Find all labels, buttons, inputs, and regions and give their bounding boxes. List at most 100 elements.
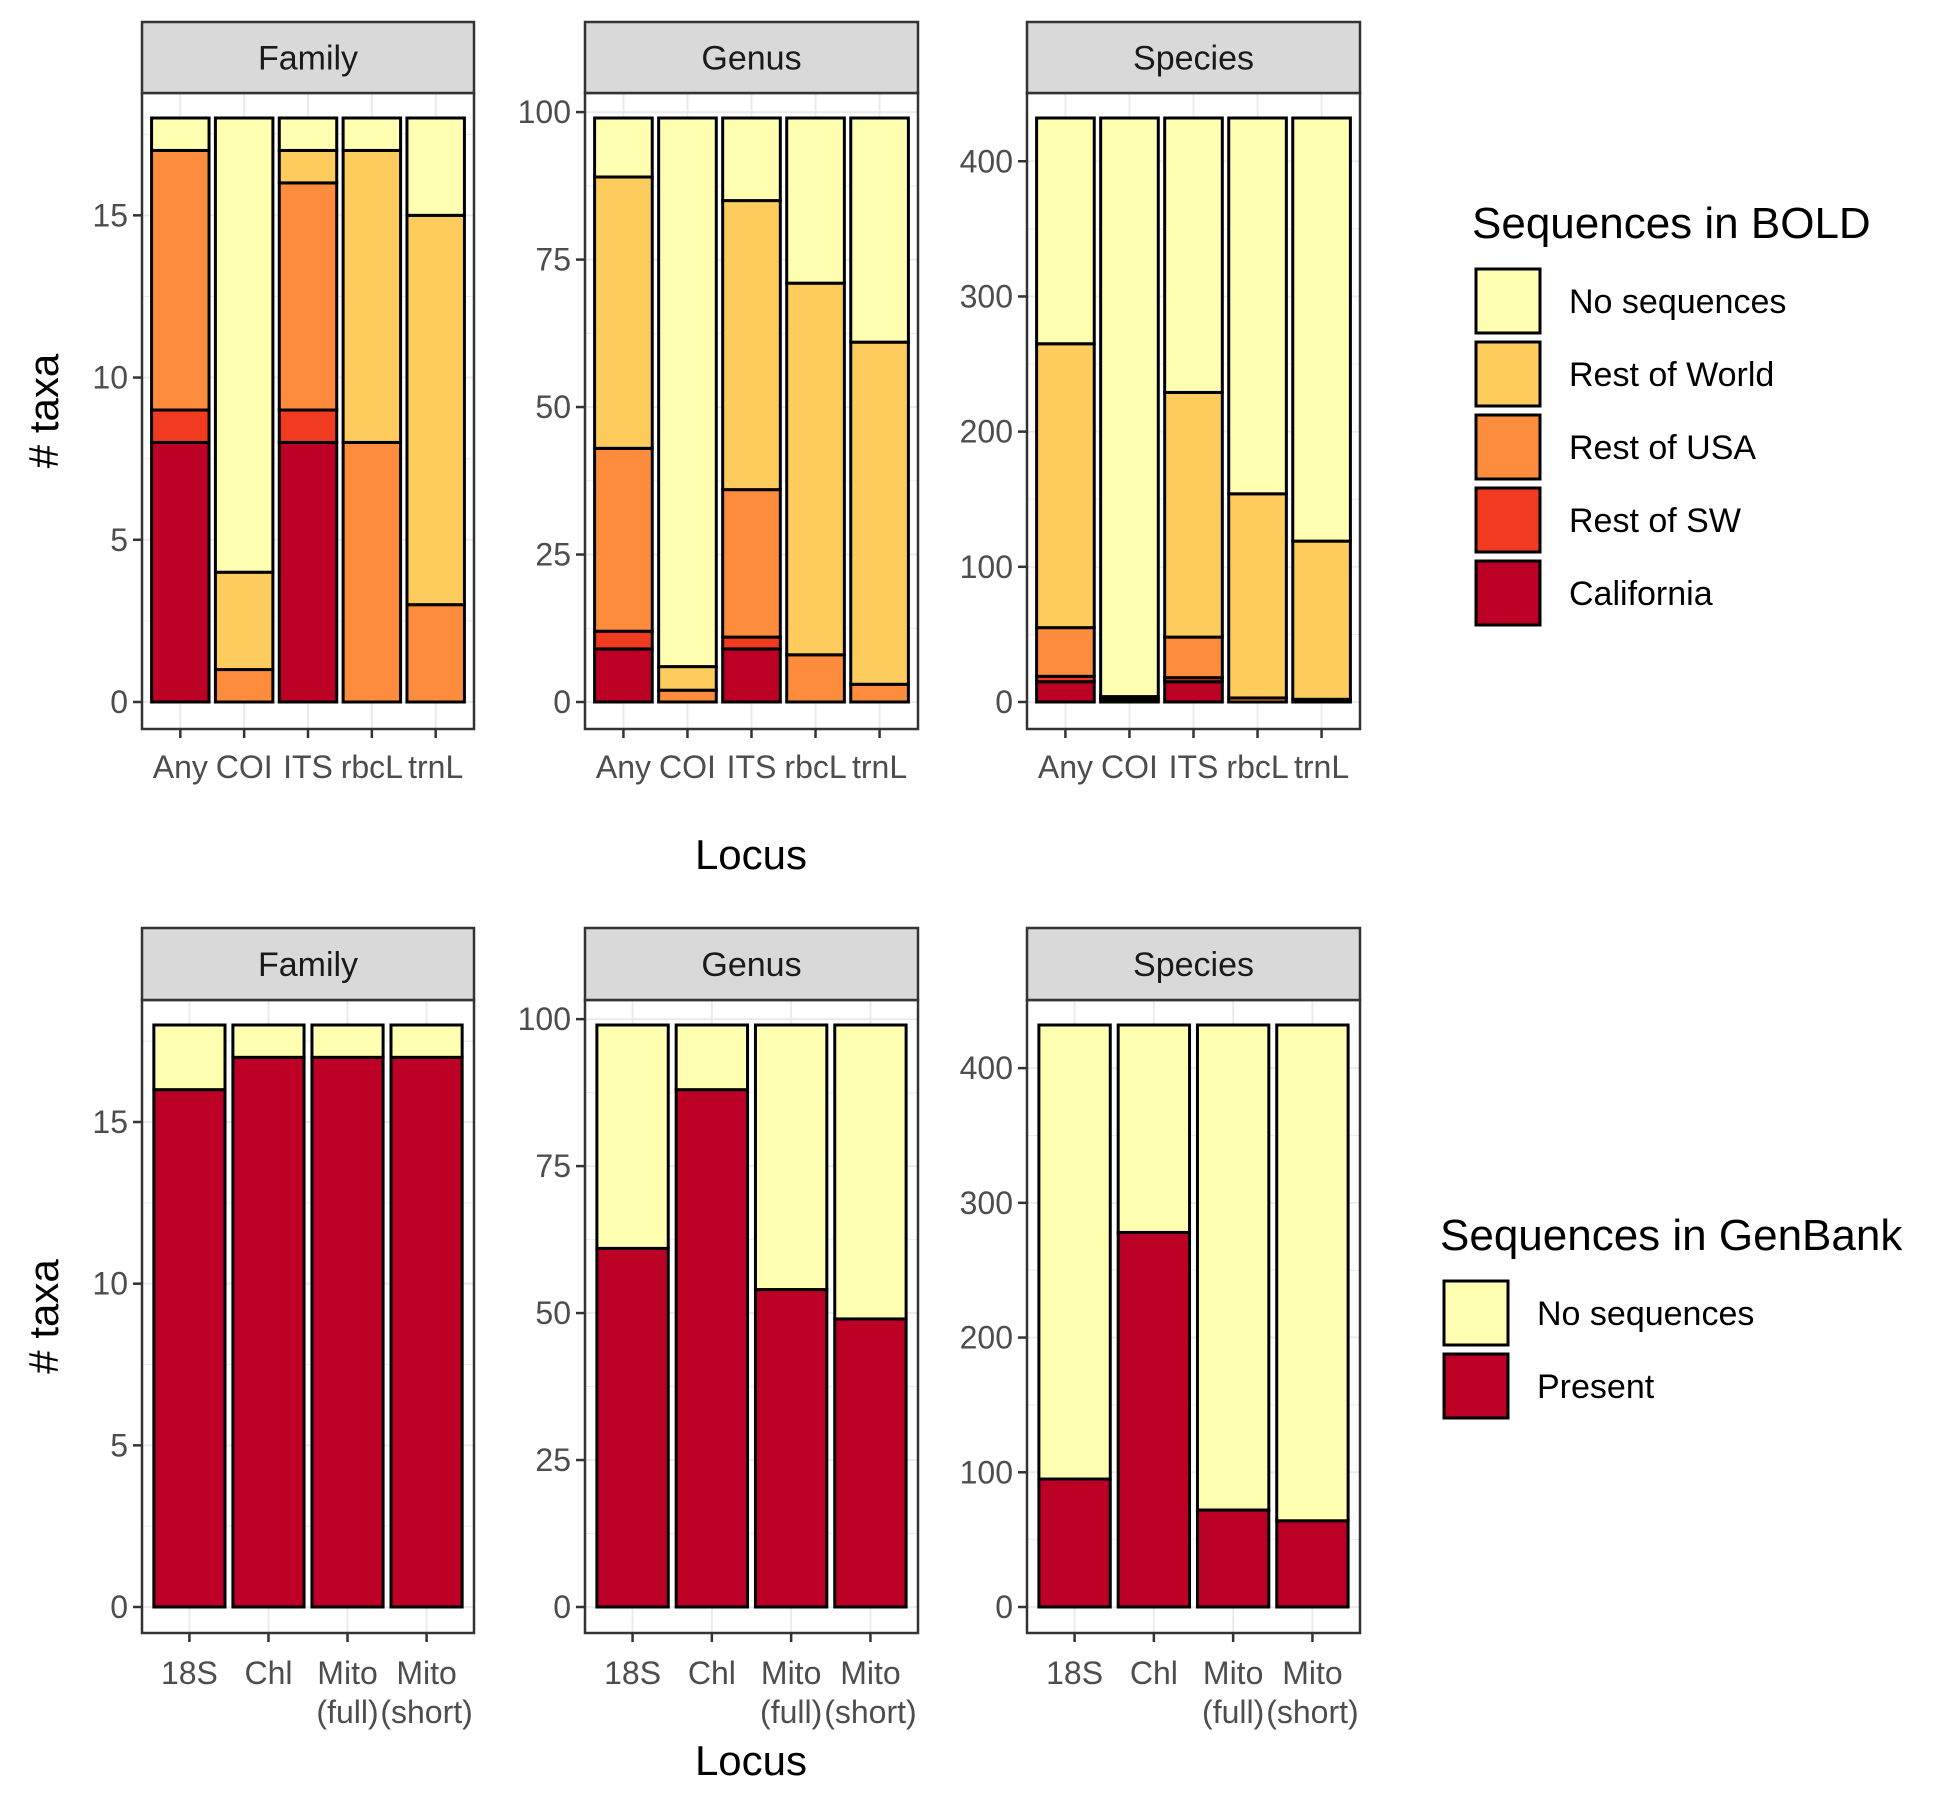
y-tick-label: 200 [960,1320,1013,1356]
bar-segment-no-sequences [833,1023,908,1321]
legend: Sequences in BOLD No sequences Rest of Wor… [1472,199,1871,627]
x-tick-label: 18S [1046,1655,1103,1691]
legend-key [1474,267,1542,335]
bar-segment-present [674,1088,750,1609]
bar-segment-present [753,1288,829,1609]
bar-segment-california [721,647,782,704]
y-tick-label: 0 [995,684,1013,720]
x-tick-label: Any [596,749,651,785]
x-tick-label-line: ITS [1169,749,1219,785]
bar-segment-present [1195,1508,1271,1609]
y-tick-label: 100 [960,549,1013,585]
x-tick-label-line: trnL [408,749,463,785]
bar-stack [849,116,910,704]
x-tick-label: Mito (full) [760,1655,822,1730]
bar-segment-no-sequences [1275,1023,1350,1523]
bar-segment-rest-of-world [657,665,718,692]
facet-label: Family [258,946,358,984]
bar-stack [405,116,466,704]
bar-stack [753,1023,829,1609]
bar-segment-rest-of-world [849,340,910,686]
facet-family: Family 0 5 10 15 Any COI ITS rbcL trnL [92,20,476,785]
legend-entry-rest-of-sw: Rest of SW [1474,486,1741,554]
bar-segment-rest-of-usa [213,668,275,704]
bar-segment-no-sequences [1195,1023,1271,1512]
bar-segment-rest-of-sw [721,635,782,651]
bar-segment-california [277,440,339,704]
x-axis-title: Locus [695,831,807,878]
x-tick-label-line: COI [1101,749,1158,785]
facet-species: Species 0 100 200 300 400 Any COI ITS rbcL trnL [960,20,1362,785]
bar-stack [1037,1023,1112,1609]
bar-segment-rest-of-sw [593,629,654,651]
bar-stack [593,116,654,704]
legend-entry-no-sequences: No sequences [1442,1279,1754,1347]
y-tick-label: 75 [535,242,571,278]
bar-segment-no-sequences [213,116,275,574]
legend-key [1442,1352,1510,1420]
bar-segment-no-sequences [785,116,846,285]
bar-stack [785,116,846,704]
x-tick-label: Chl [244,1655,292,1691]
facet-label: Genus [701,946,801,984]
x-tick-label: trnL [1294,749,1349,785]
bar-segment-no-sequences [1116,1023,1192,1234]
y-tick-label: 100 [960,1454,1013,1490]
x-tick-label: Any [1038,749,1093,785]
legend-title: Sequences in BOLD [1472,199,1871,248]
bar-segment-present [152,1088,227,1609]
bar-stack [152,1023,227,1609]
y-tick-label: 10 [92,1266,128,1302]
legend-label: Rest of World [1569,356,1774,394]
facet-label: Family [258,40,358,78]
bar-stack [1195,1023,1271,1609]
bar-segment-present [1037,1477,1112,1609]
x-tick-label: Chl [1130,1655,1178,1691]
x-tick-label-line: 18S [604,1655,661,1691]
x-tick-label: Any [153,749,208,785]
x-tick-label-line: rbcL [784,749,846,785]
x-tick-label-line: Mito [317,1655,377,1691]
x-tick-label: 18S [604,1655,661,1691]
bar-stack [150,116,211,704]
x-tick-label-line: Mito [1282,1655,1342,1691]
bar-stack [721,116,782,704]
legend-key [1474,413,1542,481]
x-tick-label-line: (short) [1266,1694,1358,1730]
legend-entry-rest-of-usa: Rest of USA [1474,413,1756,481]
y-tick-label: 5 [110,522,128,558]
bar-segment-present [389,1055,464,1609]
y-tick-label: 25 [535,537,571,573]
legend-label: No sequences [1569,283,1786,321]
y-tick-label: 0 [110,1589,128,1625]
facet-label: Genus [701,40,801,78]
bar-segment-rest-of-sw [150,408,211,444]
legend-entry-california: California [1474,559,1713,627]
x-tick-label: Mito (short) [1266,1655,1358,1730]
facet-strip [1025,926,1362,1002]
bar-segment-no-sequences [753,1023,829,1292]
x-tick-label: Mito (short) [380,1655,472,1730]
bar-segment-rest-of-world [213,570,275,672]
x-tick-label-line: ITS [727,749,777,785]
x-tick-label-line: Mito [761,1655,821,1691]
bar-segment-rest-of-usa [849,682,910,704]
x-tick-label-line: (short) [824,1694,916,1730]
bar-segment-no-sequences [1163,116,1224,394]
x-tick-label: Mito (full) [1202,1655,1264,1730]
legend-entry-present: Present [1442,1352,1655,1420]
x-axis-title: Locus [695,1737,807,1784]
bar-stack [1116,1023,1192,1609]
bar-stack [341,116,403,704]
bar-stack [674,1023,750,1609]
x-tick-label-line: (full) [316,1694,378,1730]
bar-segment-rest-of-usa [405,603,466,704]
bar-segment-no-sequences [1291,116,1352,543]
y-tick-label: 0 [110,684,128,720]
bar-segment-california [593,647,654,704]
bar-segment-rest-of-world [785,281,846,657]
bar-segment-no-sequences [1099,116,1160,699]
